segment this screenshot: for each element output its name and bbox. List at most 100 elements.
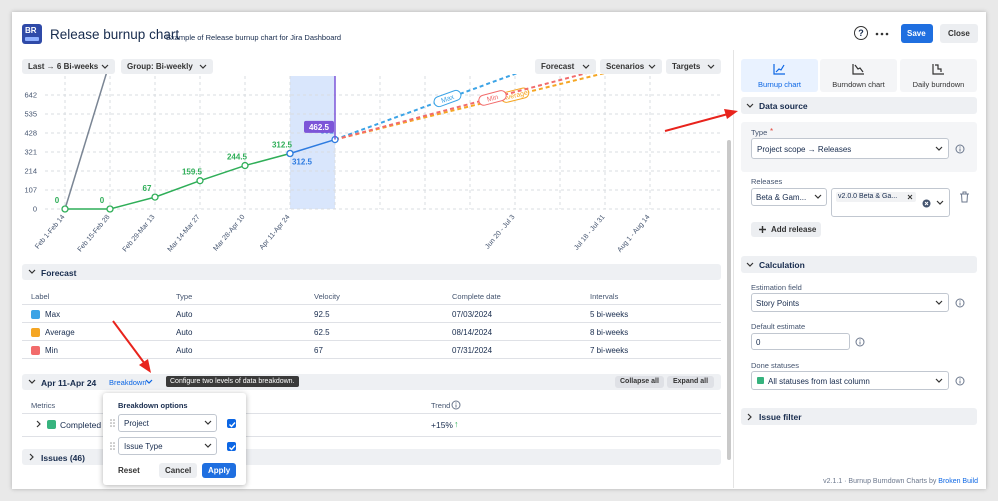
swatch [757,377,764,384]
forecast-dropdown[interactable]: Forecast [535,59,596,74]
info-icon [955,144,965,154]
tab-icon [852,64,864,75]
y-tick-label: 321 [24,148,37,157]
swatch [47,420,56,429]
level-text: Issue Type [124,442,163,451]
estimation-select[interactable]: Story Points [751,293,949,312]
tab-label: Burndown chart [832,80,885,89]
caret [145,379,153,384]
footer-link[interactable]: Broken Build [938,478,978,485]
y-tick-label: 107 [24,186,37,195]
breakdown-menu[interactable]: Breakdown [109,378,147,387]
versions-select[interactable]: v2.0.0 Beta & Ga... [831,188,950,217]
tab[interactable]: Burndown chart [820,59,897,92]
tab[interactable]: Burnup chart [741,59,818,92]
caret [935,146,943,151]
trend: +15% [431,420,453,430]
column-header: Intervals [590,292,619,301]
title: Release burnup chart [50,27,180,42]
column-header: Metrics [31,401,56,410]
drag-handle[interactable] [110,418,115,428]
tab-label: Burnup chart [758,80,801,89]
caret [935,378,943,383]
more-button[interactable] [874,28,890,40]
data-source-header[interactable]: Data source [741,97,977,114]
save-button[interactable]: Save [901,24,933,43]
value-label: 312.5 [272,141,293,150]
chevron [746,262,754,267]
forecast-label: Min [45,346,58,355]
badge-label: 462.5 [309,123,330,132]
point [241,161,249,170]
checkbox[interactable] [227,442,236,451]
footer: v2.1.1 · Burnup Burndown Charts by Broke… [823,478,978,485]
scenarios-text: Scenarios [606,62,645,71]
row-line [22,322,721,323]
select-text: Beta & Gam... [756,193,807,202]
apply-button[interactable]: Apply [202,463,237,478]
tab[interactable]: Daily burndown [900,59,977,92]
forecast-velocity: 62.5 [314,328,330,337]
drag-handle[interactable] [110,441,115,451]
done-select[interactable]: All statuses from last column [751,371,949,390]
forecast-title: Forecast [41,268,77,278]
y-tick-label: 0 [33,205,37,214]
check [229,422,236,428]
reset-button[interactable]: Reset [118,466,140,475]
targets-dropdown[interactable]: Targets [666,59,721,74]
clear-button[interactable] [922,199,931,208]
value-label: 0 [100,196,105,205]
level-select[interactable]: Project [118,414,217,432]
chip-remove[interactable] [907,194,913,200]
chevron [746,103,754,108]
column-header: Velocity [314,292,340,301]
cancel-button[interactable]: Cancel [159,463,198,478]
group-dropdown[interactable]: Group: Bi-weekly [121,59,213,74]
column-header: Complete date [452,292,501,301]
range-dropdown[interactable]: Last → 6 Bi-weeks [22,59,115,74]
caret [204,420,212,425]
tag-label: Min [486,94,499,104]
value-label: 0 [55,196,60,205]
add-release-button[interactable]: Add release [751,222,821,237]
y-tick-label: 428 [24,129,37,138]
chevron[interactable] [35,420,43,428]
close-button[interactable]: Close [940,24,978,43]
forecast-intervals: 7 bi-weeks [590,346,629,355]
type-select[interactable]: Project scope → Releases [751,138,949,159]
button-text: Add release [771,225,817,234]
issues-label: Issues (46) [41,453,85,463]
toolbar-carets [101,64,715,69]
column-header: Label [31,292,50,301]
series-line [289,138,336,155]
issue-filter-header[interactable]: Issue filter [741,408,977,425]
y-tick-label: 535 [24,110,37,119]
section-title: Data source [759,101,808,111]
collapse-all[interactable]: Collapse all [615,376,664,388]
forecast-header[interactable]: Forecast [22,264,721,280]
level-text: Project [124,419,149,428]
caret [935,300,943,305]
help-button[interactable]: ? [854,26,868,40]
calculation-header[interactable]: Calculation [741,256,977,273]
caret [814,194,822,199]
field-label: Done statuses [751,361,799,370]
expand-all[interactable]: Expand all [667,376,715,388]
forecast-label: Max [45,310,61,319]
project-select[interactable]: Beta & Gam... [751,188,827,206]
tab-icon [773,64,785,75]
checkbox[interactable] [227,419,236,428]
info-icon [955,376,965,386]
delete-button[interactable] [959,191,970,203]
forecast-tag: Min [478,90,507,106]
scenarios-dropdown[interactable]: Scenarios [600,59,662,74]
forecast-velocity: 67 [314,346,323,355]
check [229,445,236,451]
level-select[interactable]: Issue Type [118,437,217,455]
default-input[interactable]: 0 [751,333,850,350]
logo-bar [25,37,39,41]
swatch [31,346,40,355]
chevron [28,379,36,384]
